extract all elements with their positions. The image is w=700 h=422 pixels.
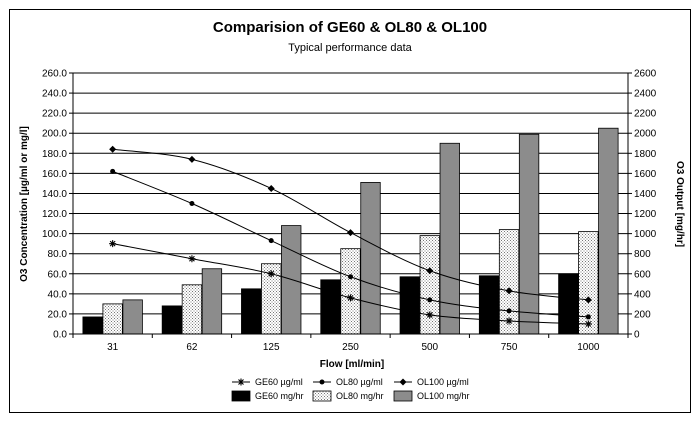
y-tick-label: 220.0	[42, 109, 67, 120]
x-tick-label: 62	[186, 342, 198, 353]
legend-swatch-ge60-mg-hr	[231, 390, 251, 402]
y2-tick-label: 1000	[634, 229, 657, 240]
chart-frame	[9, 9, 691, 413]
point-ol100-g-ml-1000	[584, 296, 592, 304]
legend-label-ol80-mg-hr: OL80 mg/hr	[336, 391, 384, 401]
chart-subtitle: Typical performance data	[288, 42, 412, 54]
bar-ge60-mg-hr-250	[320, 279, 341, 335]
bar-ge60-mg-hr-31	[82, 316, 103, 335]
bar-ol80-mg-hr-250	[340, 248, 361, 335]
axes	[69, 72, 632, 338]
point-ol80-g-ml-250	[348, 274, 353, 280]
y-tick-label: 160.0	[42, 169, 67, 180]
y2-tick-label: 1200	[634, 209, 657, 220]
point-ge60-g-ml-62	[188, 255, 196, 263]
y2-tick-label: 800	[634, 249, 651, 260]
y-tick-label: 200.0	[42, 129, 67, 140]
y-tick-label: 40.0	[48, 289, 68, 300]
point-ol80-g-ml-31	[110, 168, 116, 174]
bar-ol80-mg-hr-31	[102, 303, 123, 335]
x-tick-label: 31	[107, 342, 119, 353]
legend-label-ge60-g-ml: GE60 µg/ml	[255, 377, 303, 387]
y2-tick-label: 2200	[634, 109, 657, 120]
y2-tick-label: 2400	[634, 89, 657, 100]
y2-tick-label: 400	[634, 289, 651, 300]
legend-marker-ol80-g-ml	[319, 379, 325, 385]
y-tick-label: 140.0	[42, 189, 67, 200]
bar-ol80-mg-hr-500	[419, 235, 440, 335]
point-ol80-g-ml-750	[506, 308, 512, 314]
y2-tick-label: 1400	[634, 189, 657, 200]
legend-marker-ge60-g-ml	[237, 378, 245, 386]
y-tick-label: 0.0	[53, 330, 67, 341]
bar-ol80-mg-hr-62	[181, 284, 203, 335]
y-axis-ticks: 0.0 20.0 40.0 60.0 80.0 100.0 120.0 140.0 160.0 1…	[42, 69, 67, 341]
legend-label-ol100-mg-hr: OL100 mg/hr	[417, 391, 470, 401]
bar-ge60-mg-hr-500	[399, 276, 420, 335]
bar-ol100-mg-hr-62	[201, 268, 223, 335]
y-tick-label: 80.0	[48, 249, 68, 260]
point-ol80-g-ml-1000	[585, 314, 591, 320]
point-ol80-g-ml-125	[268, 238, 274, 244]
y-tick-label: 60.0	[48, 269, 68, 280]
bar-ol100-mg-hr-750	[518, 133, 540, 335]
bar-ge60-mg-hr-62	[161, 305, 183, 335]
bar-ge60-mg-hr-750	[478, 275, 500, 335]
legend-swatch-ol100-mg-hr	[393, 390, 413, 402]
point-ol100-g-ml-750	[505, 287, 513, 295]
x-axis-title: Flow [ml/min]	[320, 359, 384, 370]
legend-swatch-ol80-mg-hr	[312, 390, 332, 402]
point-ge60-g-ml-750	[505, 317, 513, 325]
y-tick-label: 240.0	[42, 89, 67, 100]
y2-tick-label: 2000	[634, 129, 657, 140]
point-ol100-g-ml-62	[188, 155, 196, 163]
x-tick-label: 1000	[577, 342, 600, 353]
y2-tick-label: 2600	[634, 69, 657, 80]
bar-ge60-mg-hr-125	[241, 288, 262, 335]
point-ge60-g-ml-31	[109, 240, 117, 248]
x-tick-label: 125	[263, 342, 280, 353]
bars	[82, 127, 619, 335]
y-tick-label: 20.0	[48, 309, 68, 320]
y2-axis-title: O3 Output [mg/hr]	[674, 161, 685, 247]
point-ol100-g-ml-31	[109, 145, 117, 153]
y-tick-label: 180.0	[42, 149, 67, 160]
y-axis-title: O3 Concentration [µg/ml or mg/l]	[19, 126, 30, 282]
x-tick-label: 750	[501, 342, 518, 353]
y2-tick-label: 600	[634, 269, 651, 280]
bar-ge60-mg-hr-1000	[558, 273, 579, 335]
y2-tick-label: 0	[634, 330, 640, 341]
legend-marker-ol100-g-ml	[399, 378, 407, 386]
point-ge60-g-ml-1000	[584, 320, 592, 328]
y-tick-label: 100.0	[42, 229, 67, 240]
point-ol100-g-ml-250	[347, 229, 354, 237]
y2-tick-label: 1600	[634, 169, 657, 180]
y2-tick-label: 1800	[634, 149, 657, 160]
legend-label-ol80-g-ml: OL80 µg/ml	[336, 377, 383, 387]
point-ge60-g-ml-250	[347, 294, 354, 302]
point-ol100-g-ml-125	[267, 184, 275, 192]
bar-ol100-mg-hr-31	[122, 299, 143, 335]
point-ol80-g-ml-62	[189, 201, 195, 206]
x-axis-ticks: 31 62 125 250 500 750 1000	[107, 342, 600, 353]
y2-axis-ticks: 0 200 400 600 800 1000 1200 1400 1600 1800 2000 220…	[634, 69, 657, 341]
x-tick-label: 250	[342, 342, 359, 353]
point-ol80-g-ml-500	[427, 297, 433, 303]
chart-title: Comparision of GE60 & OL80 & OL100	[213, 19, 487, 36]
point-ol100-g-ml-500	[426, 267, 434, 275]
bar-ol100-mg-hr-500	[439, 142, 460, 335]
point-ge60-g-ml-500	[426, 311, 434, 319]
y-tick-label: 260.0	[42, 69, 67, 80]
x-tick-label: 500	[421, 342, 438, 353]
y-tick-label: 120.0	[42, 209, 67, 220]
bar-ol100-mg-hr-250	[360, 182, 381, 335]
legend-label-ge60-mg-hr: GE60 mg/hr	[255, 391, 304, 401]
legend: GE60 µg/ml OL80 µg/ml OL100 µg/ml GE60 mg/h…	[231, 377, 470, 402]
bar-ol100-mg-hr-1000	[598, 127, 619, 335]
point-ge60-g-ml-125	[267, 270, 275, 278]
legend-label-ol100-g-ml: OL100 µg/ml	[417, 377, 469, 387]
y2-tick-label: 200	[634, 309, 651, 320]
lines	[109, 145, 592, 328]
